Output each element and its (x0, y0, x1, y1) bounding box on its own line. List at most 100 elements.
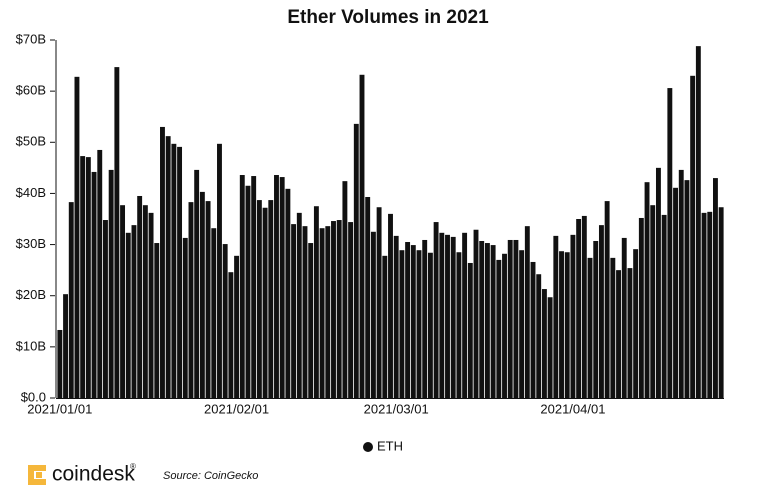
bar (502, 253, 507, 398)
bar (427, 252, 433, 398)
bar (262, 207, 268, 398)
bar (650, 205, 656, 398)
brand-mark: ® (130, 462, 136, 471)
bar (370, 231, 376, 398)
bar (376, 207, 382, 398)
bar (547, 297, 553, 398)
bar (638, 217, 644, 398)
bar (160, 126, 165, 398)
bar (519, 250, 525, 398)
bar (353, 123, 359, 399)
chart-title: Ether Volumes in 2021 (287, 7, 489, 28)
bar (296, 212, 302, 398)
bar (433, 222, 439, 398)
bar (108, 169, 114, 398)
bar (399, 250, 405, 398)
bar (331, 221, 336, 398)
bar (462, 232, 468, 398)
bar (245, 185, 251, 398)
bar (559, 251, 564, 398)
y-tick-label: $60B (16, 83, 46, 98)
bar (707, 211, 713, 398)
bar (490, 245, 496, 398)
y-tick-label: $0.0 (21, 389, 46, 404)
bar (616, 270, 621, 398)
bar (473, 229, 479, 398)
bar (536, 274, 542, 398)
bar (234, 255, 240, 398)
bar (57, 329, 63, 398)
bar (222, 244, 228, 398)
bar (256, 200, 262, 398)
bar (291, 224, 297, 398)
x-tick-label: 2021/01/01 (27, 401, 92, 416)
bar (80, 156, 86, 398)
bar (359, 74, 365, 398)
bar (541, 289, 547, 398)
bar (524, 226, 530, 398)
bar (348, 222, 354, 398)
bar (154, 243, 160, 398)
bar (308, 243, 314, 398)
bar (97, 149, 103, 398)
bar (701, 212, 707, 398)
bar (445, 234, 450, 398)
bar (302, 226, 308, 398)
bar (405, 242, 411, 398)
bar (125, 232, 131, 398)
bar (479, 240, 485, 398)
bar (718, 207, 724, 398)
brand: coindesk (52, 463, 135, 486)
y-tick-label: $40B (16, 185, 46, 200)
bar (456, 252, 462, 398)
bar (85, 157, 91, 398)
bar (274, 175, 279, 398)
bar (484, 243, 490, 398)
bar (63, 294, 69, 398)
bar (188, 202, 194, 398)
bar (194, 169, 200, 398)
bar (177, 146, 183, 398)
bar (142, 205, 148, 398)
bar (467, 262, 473, 398)
bar (251, 176, 257, 398)
bar (171, 143, 177, 398)
bar (593, 240, 599, 398)
bar (285, 188, 291, 398)
bar (422, 239, 428, 398)
bar (388, 213, 393, 398)
y-tick-label: $50B (16, 134, 46, 149)
bar (450, 236, 456, 398)
bar (604, 201, 610, 398)
bar (581, 215, 587, 398)
x-tick-label: 2021/04/01 (540, 401, 605, 416)
bar (217, 143, 222, 398)
bar (673, 187, 678, 398)
bar (137, 195, 143, 398)
bar (382, 255, 388, 398)
bar (587, 257, 593, 398)
legend-swatch (363, 442, 373, 452)
bar (530, 261, 536, 398)
bar (114, 67, 120, 398)
bar (148, 212, 154, 398)
bar (313, 206, 319, 398)
bar (325, 226, 331, 398)
source: Source: CoinGecko (163, 470, 258, 482)
bar (91, 171, 97, 398)
bar (199, 191, 205, 398)
y-tick-label: $10B (16, 338, 46, 353)
bar (103, 220, 108, 398)
bar (678, 169, 684, 398)
bar (644, 182, 650, 398)
bar (228, 272, 234, 398)
bar (165, 136, 171, 399)
bar (627, 268, 633, 398)
bar (336, 220, 342, 398)
bar (570, 234, 576, 398)
bar (621, 237, 627, 398)
bar (712, 178, 718, 398)
bar (695, 46, 701, 398)
bar (564, 252, 570, 398)
bar (74, 76, 80, 398)
